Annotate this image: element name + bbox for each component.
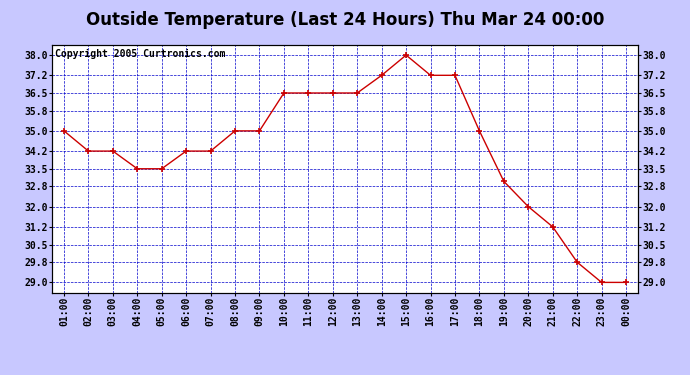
Text: Copyright 2005 Curtronics.com: Copyright 2005 Curtronics.com xyxy=(55,49,225,59)
Text: Outside Temperature (Last 24 Hours) Thu Mar 24 00:00: Outside Temperature (Last 24 Hours) Thu … xyxy=(86,11,604,29)
